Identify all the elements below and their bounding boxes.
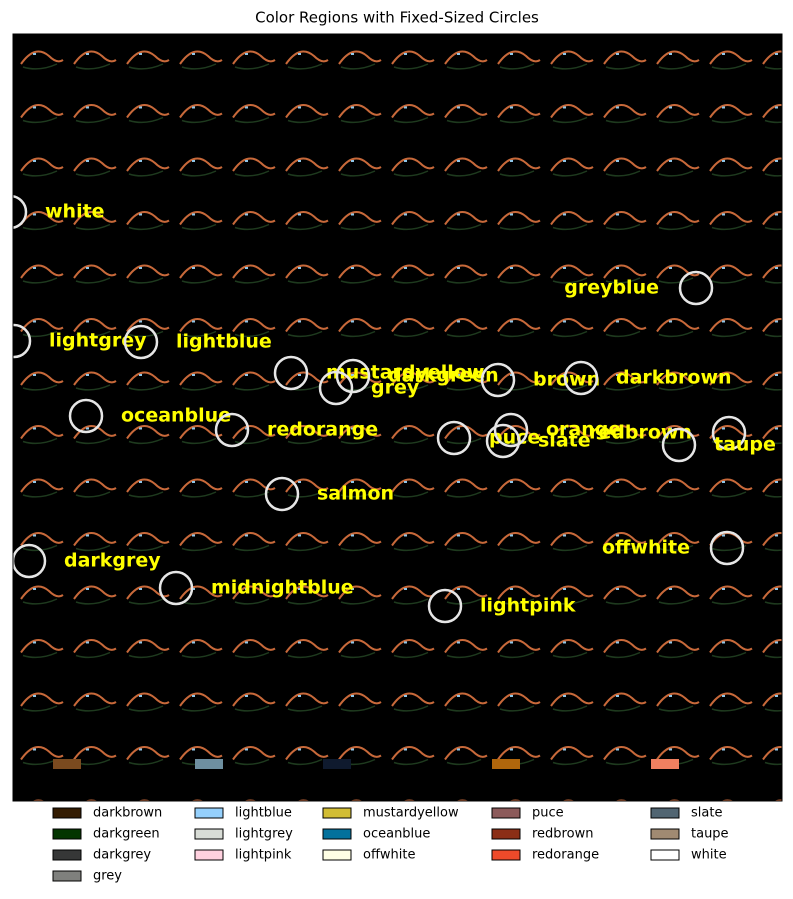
legend-swatch xyxy=(194,828,224,840)
legend-swatch xyxy=(650,807,680,819)
legend-label: grey xyxy=(93,869,122,884)
legend-patch xyxy=(651,759,679,769)
legend-label: lightpink xyxy=(235,848,292,863)
legend-label: lightblue xyxy=(235,806,292,821)
annotation-label: offwhite xyxy=(602,537,690,559)
annotation-label: orange xyxy=(546,419,621,441)
annotation-circle xyxy=(335,358,371,394)
annotation-circle xyxy=(13,323,32,359)
annotation-label: brown xyxy=(533,369,600,391)
legend-label: offwhite xyxy=(363,848,416,863)
legend-swatch xyxy=(491,849,521,861)
legend-swatch xyxy=(650,849,680,861)
annotation-label: midnightblue xyxy=(211,577,354,599)
legend-swatch xyxy=(322,828,352,840)
annotation-label: grey xyxy=(371,377,420,399)
legend-label: slate xyxy=(691,806,722,821)
legend-swatch xyxy=(650,828,680,840)
annotation-circle xyxy=(480,362,516,398)
legend-label: oceanblue xyxy=(363,827,430,842)
annotation-label: lightgrey xyxy=(49,330,147,352)
annotation-circle xyxy=(13,195,28,229)
annotation-label: taupe xyxy=(714,434,776,456)
legend-swatch xyxy=(52,870,82,882)
annotation-label: slate xyxy=(538,430,591,452)
legend-label: taupe xyxy=(691,827,729,842)
annotation-circle xyxy=(264,476,300,512)
annotation-circle xyxy=(68,398,104,434)
annotation-label: redorange xyxy=(267,419,378,441)
annotation-label: darkgreen xyxy=(388,365,499,387)
annotation-label: greyblue xyxy=(564,277,659,299)
legend-patch xyxy=(323,759,351,769)
annotation-label: salmon xyxy=(317,483,394,505)
annotation-circle xyxy=(678,270,714,306)
legend-swatch xyxy=(491,828,521,840)
legend-patch xyxy=(195,759,223,769)
legend-swatch xyxy=(194,849,224,861)
legend-label: redbrown xyxy=(532,827,593,842)
annotation-label: lightblue xyxy=(176,331,272,353)
legend-label: mustardyellow xyxy=(363,806,459,821)
annotation-circle xyxy=(711,415,747,451)
annotation-circle xyxy=(427,588,463,624)
annotation-label: white xyxy=(45,201,105,223)
legend-swatch xyxy=(322,849,352,861)
annotation-circle xyxy=(661,427,697,463)
annotation-circle xyxy=(485,423,521,459)
legend-label: lightgrey xyxy=(235,827,293,842)
legend-swatch xyxy=(52,807,82,819)
annotation-circle xyxy=(123,324,159,360)
annotation-label: oceanblue xyxy=(121,405,231,427)
legend-swatch xyxy=(52,849,82,861)
legend-patch xyxy=(492,759,520,769)
annotation-circle xyxy=(563,360,599,396)
legend-swatch xyxy=(52,828,82,840)
legend-label: puce xyxy=(532,806,564,821)
annotation-circle xyxy=(273,355,309,391)
legend-label: redorange xyxy=(532,848,599,863)
annotation-label: lightpink xyxy=(480,595,576,617)
legend: darkbrown darkgreen darkgrey grey lightblue l… xyxy=(52,759,729,884)
chart-title: Color Regions with Fixed-Sized Circles xyxy=(255,9,539,27)
legend-label: darkgreen xyxy=(93,827,160,842)
annotation-circle xyxy=(493,412,529,448)
annotation-circle xyxy=(436,420,472,456)
annotation-circle xyxy=(318,370,354,406)
annotation-label: redbrown xyxy=(589,422,692,444)
annotation-circle xyxy=(709,530,745,566)
annotation-circle xyxy=(13,543,47,579)
image-texture xyxy=(13,34,782,801)
annotation-circle xyxy=(214,412,250,448)
legend-label: white xyxy=(691,848,727,863)
legend-swatch xyxy=(491,807,521,819)
legend-label: darkgrey xyxy=(93,848,151,863)
legend-patch xyxy=(53,759,81,769)
axes-frame xyxy=(12,33,783,802)
legend-label: darkbrown xyxy=(93,806,162,821)
annotation-circle xyxy=(158,570,194,606)
annotation-label: darkbrown xyxy=(616,367,732,389)
legend-swatch xyxy=(322,807,352,819)
legend-swatch xyxy=(194,807,224,819)
annotation-label: darkgrey xyxy=(64,550,161,572)
